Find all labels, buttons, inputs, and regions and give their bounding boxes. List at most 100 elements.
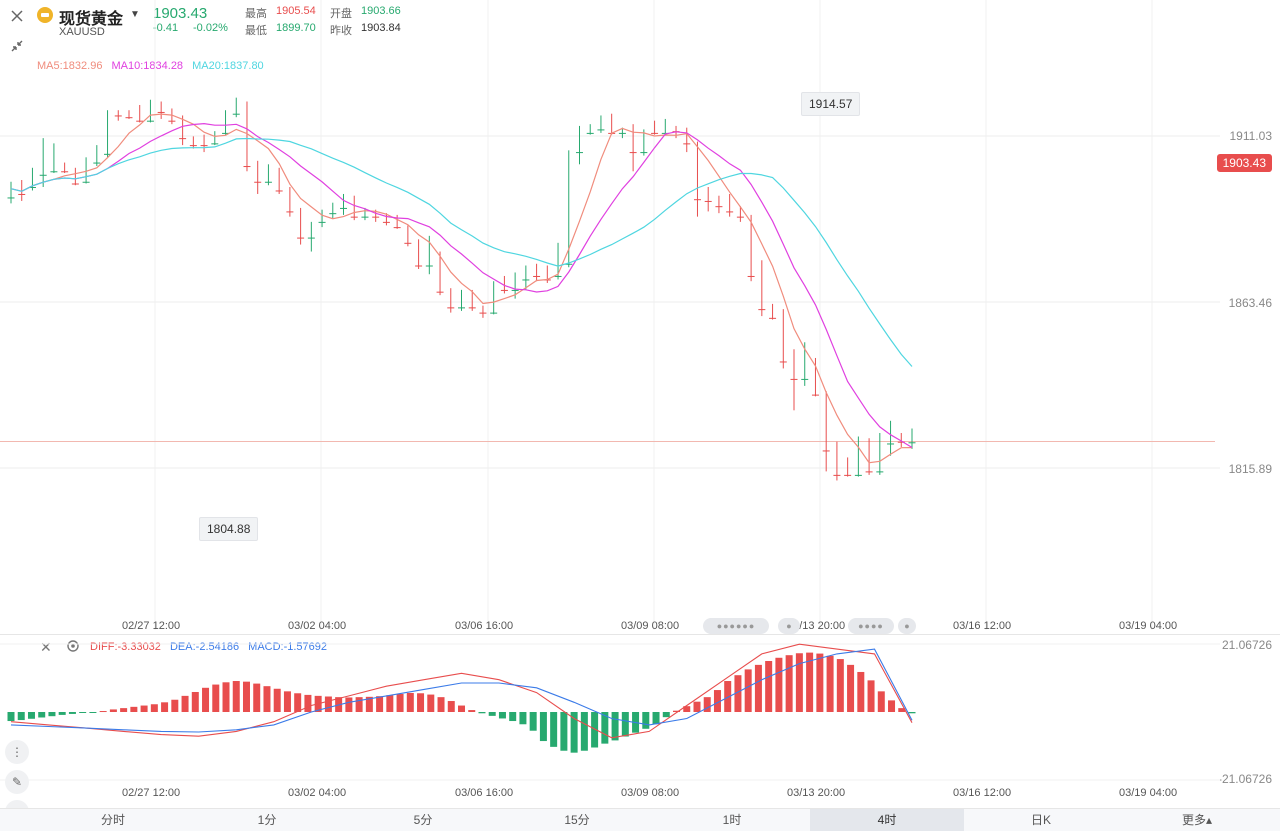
- candle-body: [393, 227, 401, 229]
- tab-4hour[interactable]: 4时: [810, 809, 964, 831]
- macd-bar: [365, 696, 373, 712]
- drawing-tools-icon[interactable]: ⋮: [5, 740, 29, 764]
- candle-body: [168, 120, 176, 122]
- candle-body: [372, 216, 380, 218]
- time-axis-label: 03/16 12:00: [953, 620, 1012, 632]
- moving-averages: [10, 113, 913, 464]
- price-change-pct: -0.02%: [193, 22, 228, 34]
- macd-bar: [754, 664, 762, 712]
- time-axis-label: 03/16 12:00: [953, 787, 1012, 799]
- macd-bar: [345, 697, 353, 712]
- price-axis-label: 1911.03: [1229, 129, 1273, 143]
- chevron-down-icon[interactable]: ▼: [130, 9, 140, 20]
- candle-body: [297, 237, 305, 239]
- close-icon[interactable]: [5, 4, 29, 28]
- candle-body: [597, 129, 605, 131]
- time-axis-label: 02/27 12:00: [122, 620, 181, 632]
- macd-axis-label: -21.06726: [1217, 772, 1272, 786]
- candle-body: [114, 115, 122, 117]
- ma10-legend: MA10:1834.28: [111, 60, 184, 72]
- macd-bar: [427, 694, 435, 712]
- candle-body: [769, 317, 777, 319]
- tab-daily[interactable]: 日K: [1030, 813, 1051, 827]
- time-axis-label: 03/02 04:00: [288, 787, 347, 799]
- macd-bar: [89, 712, 97, 713]
- macd-bar: [376, 696, 384, 712]
- macd-bar: [437, 697, 445, 712]
- macd-bar: [396, 693, 404, 712]
- time-axis-label: 03/13 20:00: [787, 620, 846, 632]
- macd-bar: [232, 681, 240, 712]
- low-label: 最低: [245, 25, 267, 37]
- pencil-icon[interactable]: ✎: [5, 770, 29, 794]
- macd-bar: [539, 712, 547, 742]
- macd-bar: [171, 699, 179, 712]
- macd-bar: [222, 682, 230, 712]
- low-value: 1899.70: [276, 22, 316, 34]
- tab-1min[interactable]: 1分: [257, 813, 277, 827]
- macd-bar: [294, 693, 302, 712]
- ma20-legend: MA20:1837.80: [192, 60, 264, 72]
- macd-bar: [765, 661, 773, 712]
- macd-bar: [580, 712, 588, 751]
- scroll-handle[interactable]: ●: [778, 618, 800, 634]
- time-axis-label: 03/09 08:00: [621, 787, 680, 799]
- symbol-name[interactable]: 现货黄金: [59, 11, 124, 28]
- candlestick-chart[interactable]: [0, 0, 1280, 633]
- macd-bar: [109, 709, 117, 712]
- ma5-legend: MA5:1832.96: [37, 60, 103, 72]
- macd-bar: [826, 655, 834, 712]
- candle-body: [307, 237, 315, 239]
- tab-fenshi[interactable]: 分时: [100, 813, 125, 827]
- candle-body: [243, 166, 251, 168]
- candle-body: [28, 186, 36, 188]
- candle-body: [146, 120, 154, 122]
- candle-body: [790, 378, 798, 380]
- macd-bar: [181, 695, 189, 712]
- macd-bar: [642, 712, 650, 729]
- symbol-code: XAUUSD: [59, 26, 105, 38]
- macd-bar: [744, 669, 752, 712]
- macd-bar: [99, 711, 107, 713]
- candle-body: [651, 132, 659, 134]
- macd-bar: [130, 706, 138, 712]
- candle-body: [61, 171, 69, 173]
- candle-body: [340, 207, 348, 209]
- macd-bar: [683, 706, 691, 712]
- candle-body: [726, 211, 734, 213]
- macd-bar: [734, 675, 742, 712]
- macd-bar: [120, 708, 128, 712]
- macd-bar: [550, 712, 558, 747]
- current-price-tag: 1903.43: [1216, 154, 1272, 172]
- candle-body: [189, 145, 197, 147]
- macd-bar: [161, 702, 169, 712]
- candle-body: [382, 221, 390, 223]
- macd-bar: [847, 664, 855, 712]
- dea-line: [10, 648, 913, 733]
- scroll-handle[interactable]: ●●●●●●: [703, 618, 769, 634]
- close-indicator-icon[interactable]: ✕: [40, 639, 52, 655]
- macd-chart[interactable]: [0, 635, 1280, 808]
- macd-bar: [386, 695, 394, 712]
- candle-body: [661, 132, 669, 134]
- candle-body: [704, 200, 712, 202]
- prev-close-label: 昨收: [330, 25, 352, 37]
- candle-body: [93, 162, 101, 164]
- tab-15min[interactable]: 15分: [564, 813, 590, 827]
- macd-bar: [529, 712, 537, 731]
- tab-5min[interactable]: 5分: [413, 813, 433, 827]
- collapse-icon[interactable]: [5, 34, 29, 58]
- candle-body: [18, 193, 26, 195]
- settings-icon[interactable]: [66, 639, 80, 653]
- macd-bar: [570, 712, 578, 753]
- tab-1hour[interactable]: 1时: [722, 813, 742, 827]
- tab-more[interactable]: 更多▴: [1120, 809, 1274, 831]
- macd-bar: [662, 712, 670, 718]
- macd-bar: [150, 704, 158, 712]
- scroll-handle[interactable]: ●: [898, 618, 916, 634]
- macd-bar: [867, 680, 875, 712]
- macd-bar: [27, 712, 35, 719]
- gold-coin-icon: [37, 7, 53, 23]
- macd-bar: [212, 684, 220, 712]
- scroll-handle[interactable]: ●●●●: [848, 618, 894, 634]
